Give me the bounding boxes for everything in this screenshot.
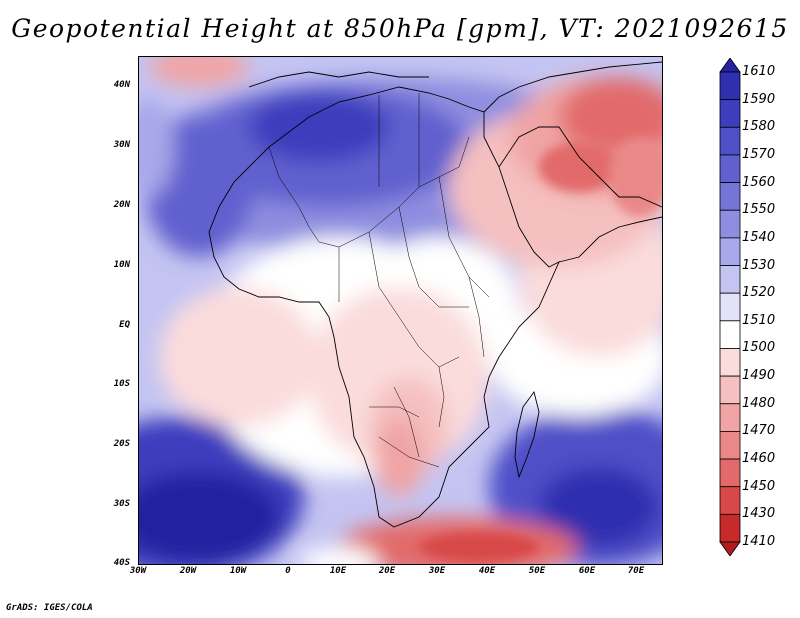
colorbar-label: 1490 bbox=[742, 368, 776, 384]
asia-coast bbox=[483, 61, 662, 263]
colorbar-segment bbox=[719, 154, 741, 183]
madagascar bbox=[514, 390, 540, 479]
lat-label-30n: 30N bbox=[113, 140, 130, 150]
colorbar-segment bbox=[719, 182, 741, 211]
colorbar-label: 1550 bbox=[742, 202, 776, 218]
colorbar-segment bbox=[719, 126, 741, 156]
lon-label-10w: 10W bbox=[229, 566, 247, 576]
colorbar-bottom-triangle bbox=[719, 541, 741, 556]
colorbar-label: 1500 bbox=[742, 340, 776, 356]
lat-label-30s: 30S bbox=[113, 499, 130, 509]
colorbar-label: 1590 bbox=[742, 91, 776, 107]
grads-credit: GrADS: IGES/COLA bbox=[6, 603, 93, 613]
lon-label-30w: 30W bbox=[129, 566, 147, 576]
colorbar-label: 1480 bbox=[742, 395, 776, 411]
lon-label-70e: 70E bbox=[627, 566, 645, 576]
lat-label-10s: 10S bbox=[113, 379, 130, 389]
colorbar-label: 1530 bbox=[742, 257, 776, 273]
lon-label-50e: 50E bbox=[528, 566, 546, 576]
height-field bbox=[139, 57, 662, 564]
lat-label-20n: 20N bbox=[113, 200, 130, 210]
lat-label-40n: 40N bbox=[113, 80, 130, 90]
lon-label-20e: 20E bbox=[378, 566, 396, 576]
colorbar bbox=[719, 58, 741, 556]
colorbar-segment bbox=[719, 237, 741, 266]
colorbar-label: 1610 bbox=[742, 64, 776, 79]
colorbar-top-triangle bbox=[719, 58, 741, 73]
colorbar-segment bbox=[719, 486, 741, 515]
lat-label-10n: 10N bbox=[113, 260, 130, 270]
colorbar-label: 1470 bbox=[742, 423, 776, 439]
colorbar-label: 1410 bbox=[742, 534, 776, 549]
colorbar-segment bbox=[719, 265, 741, 294]
lon-label-40e: 40E bbox=[478, 566, 496, 576]
colorbar-label: 1450 bbox=[742, 478, 776, 494]
colorbar-segment bbox=[719, 209, 741, 239]
lon-label-30e: 30E bbox=[428, 566, 446, 576]
colorbar-label: 1570 bbox=[742, 146, 776, 162]
colorbar-segment bbox=[719, 403, 741, 432]
country-borders bbox=[268, 93, 490, 468]
colorbar-label: 1520 bbox=[742, 285, 776, 301]
lon-label-10e: 10E bbox=[329, 566, 347, 576]
map-svg bbox=[139, 57, 662, 564]
map-panel[interactable] bbox=[138, 56, 663, 565]
colorbar-segment bbox=[719, 431, 741, 460]
colorbar-segment bbox=[719, 71, 741, 101]
coastlines bbox=[208, 61, 662, 528]
colorbar-label: 1580 bbox=[742, 119, 776, 135]
colorbar-label: 1540 bbox=[742, 229, 776, 245]
lon-label-60e: 60E bbox=[578, 566, 596, 576]
lat-label-20s: 20S bbox=[113, 439, 130, 449]
map-title: Geopotential Height at 850hPa [gpm], VT:… bbox=[11, 14, 789, 43]
lon-label-20w: 20W bbox=[179, 566, 197, 576]
lon-label-0: 0 bbox=[285, 566, 291, 576]
colorbar-segment bbox=[719, 458, 741, 488]
colorbar-label: 1430 bbox=[742, 506, 776, 522]
colorbar-segment bbox=[719, 320, 741, 349]
lat-label-40s: 40S bbox=[113, 558, 130, 568]
colorbar-segment bbox=[719, 348, 741, 377]
colorbar-label: 1510 bbox=[742, 312, 776, 328]
colorbar-segment bbox=[719, 375, 741, 405]
colorbar-label: 1560 bbox=[742, 174, 776, 190]
colorbar-segment bbox=[719, 513, 741, 543]
colorbar-segment bbox=[719, 292, 741, 322]
colorbar-segment bbox=[719, 99, 741, 128]
europe-coast bbox=[248, 71, 429, 88]
africa-coast bbox=[208, 86, 560, 528]
lat-label-eq: EQ bbox=[119, 320, 130, 330]
colorbar-label: 1460 bbox=[742, 451, 776, 467]
